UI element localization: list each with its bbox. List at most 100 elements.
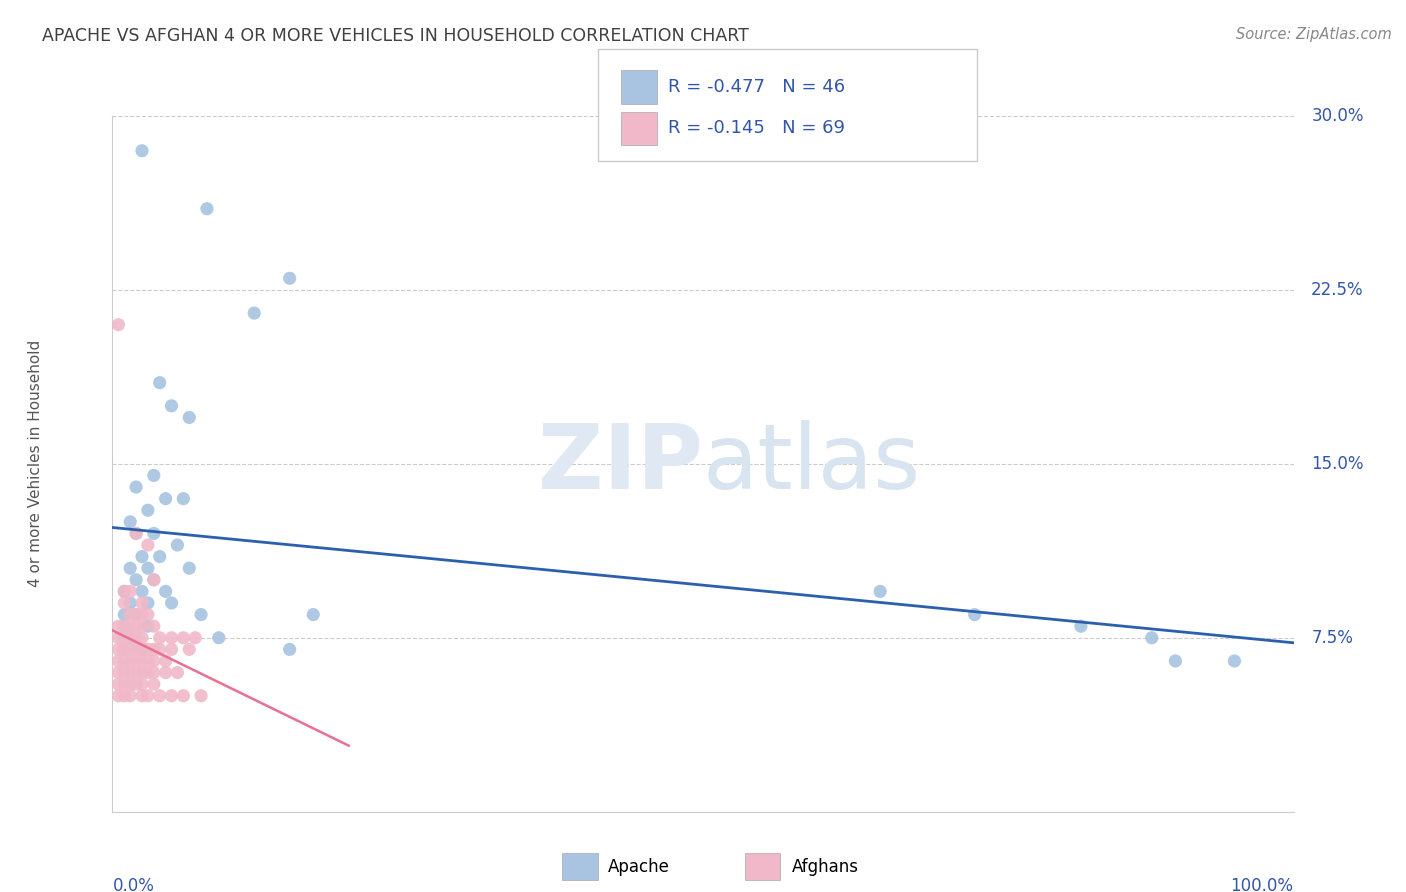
Point (131, 654, 153, 668)
Text: APACHE VS AFGHAN 4 OR MORE VEHICLES IN HOUSEHOLD CORRELATION CHART: APACHE VS AFGHAN 4 OR MORE VEHICLES IN H… (42, 27, 749, 45)
Point (190, 607, 212, 622)
Point (107, 619, 129, 633)
Point (120, 689, 142, 703)
Point (131, 631, 153, 645)
Point (120, 561, 142, 575)
Point (112, 689, 135, 703)
Point (172, 631, 194, 645)
Text: Apache: Apache (607, 858, 669, 876)
Point (112, 619, 135, 633)
Point (208, 631, 231, 645)
Point (136, 619, 159, 633)
Point (131, 607, 153, 622)
Point (107, 318, 129, 332)
Point (190, 689, 212, 703)
Point (155, 665, 177, 680)
Point (136, 503, 159, 517)
Point (136, 665, 159, 680)
Point (142, 665, 165, 680)
Point (131, 677, 153, 691)
Point (160, 631, 183, 645)
Point (120, 584, 142, 599)
Point (136, 538, 159, 552)
Point (149, 376, 172, 390)
Text: R = -0.477   N = 46: R = -0.477 N = 46 (668, 78, 845, 96)
Text: 0.0%: 0.0% (112, 877, 155, 892)
Point (120, 619, 142, 633)
Point (142, 468, 165, 483)
Point (131, 665, 153, 680)
Point (112, 584, 135, 599)
Point (112, 584, 135, 599)
Point (131, 144, 153, 158)
Point (136, 654, 159, 668)
Point (166, 665, 188, 680)
Point (136, 642, 159, 657)
Point (125, 526, 148, 541)
Point (1140, 631, 1163, 645)
Point (179, 642, 201, 657)
Point (112, 631, 135, 645)
Point (131, 596, 153, 610)
Text: 15.0%: 15.0% (1312, 455, 1364, 473)
Point (155, 654, 177, 668)
Point (107, 665, 129, 680)
Point (125, 607, 148, 622)
Text: R = -0.145   N = 69: R = -0.145 N = 69 (668, 120, 845, 137)
Point (120, 654, 142, 668)
Text: Source: ZipAtlas.com: Source: ZipAtlas.com (1236, 27, 1392, 42)
Point (179, 561, 201, 575)
Text: Afghans: Afghans (792, 858, 859, 876)
Point (195, 202, 218, 216)
Point (125, 631, 148, 645)
Point (112, 619, 135, 633)
Point (125, 526, 148, 541)
Point (142, 619, 165, 633)
Point (131, 689, 153, 703)
Point (112, 654, 135, 668)
Point (125, 642, 148, 657)
Point (142, 677, 165, 691)
Point (160, 689, 183, 703)
Point (107, 654, 129, 668)
Point (278, 642, 301, 657)
Point (107, 689, 129, 703)
Point (107, 677, 129, 691)
Text: atlas: atlas (703, 420, 921, 508)
Point (120, 607, 142, 622)
Point (131, 642, 153, 657)
Text: 100.0%: 100.0% (1230, 877, 1294, 892)
Point (112, 607, 135, 622)
Point (136, 596, 159, 610)
Text: 4 or more Vehicles in Household: 4 or more Vehicles in Household (28, 340, 44, 588)
Point (112, 677, 135, 691)
Point (184, 631, 207, 645)
Text: ZIP: ZIP (538, 420, 703, 508)
Point (120, 515, 142, 529)
Point (120, 677, 142, 691)
Point (149, 689, 172, 703)
Point (1223, 654, 1246, 668)
Point (125, 573, 148, 587)
Point (243, 306, 266, 320)
Point (112, 665, 135, 680)
Point (125, 665, 148, 680)
Point (125, 480, 148, 494)
Point (131, 549, 153, 564)
Point (155, 584, 177, 599)
Point (120, 631, 142, 645)
Point (112, 642, 135, 657)
Point (160, 399, 183, 413)
Point (120, 631, 142, 645)
Text: 30.0%: 30.0% (1312, 107, 1364, 125)
Point (160, 596, 183, 610)
Point (166, 538, 188, 552)
Point (136, 561, 159, 575)
Point (149, 549, 172, 564)
Point (1164, 654, 1187, 668)
Point (149, 642, 172, 657)
Point (136, 689, 159, 703)
Point (120, 596, 142, 610)
Point (107, 631, 129, 645)
Point (131, 619, 153, 633)
